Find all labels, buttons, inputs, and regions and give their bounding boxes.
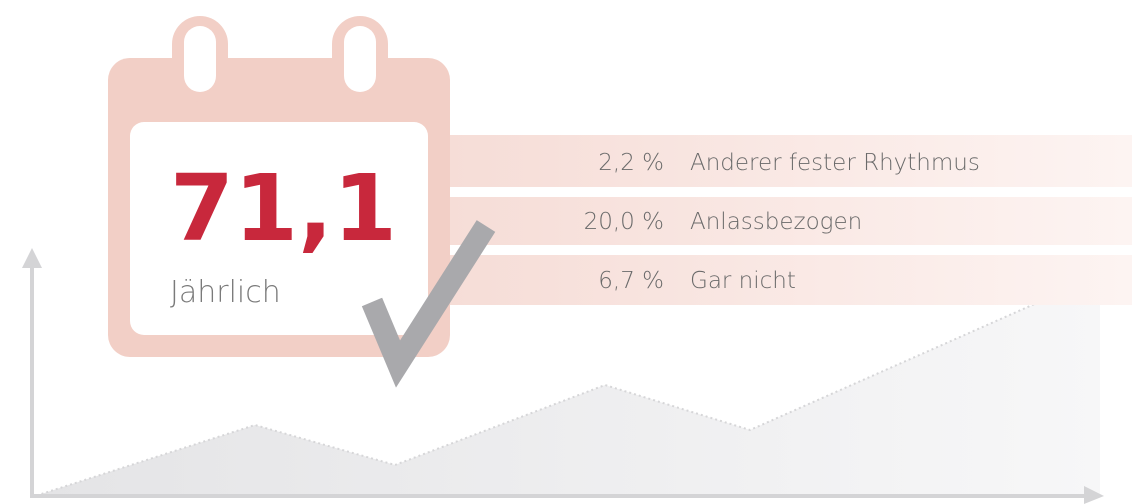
main-value: 71,1 bbox=[170, 155, 397, 262]
item-percent: 2,2 % bbox=[598, 150, 664, 176]
item-percent: 6,7 % bbox=[598, 268, 664, 294]
main-label: Jährlich bbox=[170, 275, 281, 310]
band bbox=[450, 255, 1132, 305]
item-label: Gar nicht bbox=[690, 268, 796, 294]
calendar-ring-hole bbox=[184, 26, 216, 92]
x-axis-arrow bbox=[1084, 486, 1104, 504]
background-area bbox=[32, 275, 1100, 497]
background-line bbox=[31, 274, 1101, 498]
band bbox=[450, 197, 1132, 245]
calendar-ring-hole bbox=[344, 26, 376, 92]
calendar-sheet bbox=[130, 122, 428, 335]
item-label: Anderer fester Rhythmus bbox=[690, 150, 980, 176]
band bbox=[450, 135, 1132, 187]
checkmark bbox=[361, 220, 496, 388]
item-percent: 20,0 % bbox=[584, 209, 664, 235]
y-axis-arrow bbox=[22, 248, 42, 268]
item-label: Anlassbezogen bbox=[690, 209, 862, 235]
